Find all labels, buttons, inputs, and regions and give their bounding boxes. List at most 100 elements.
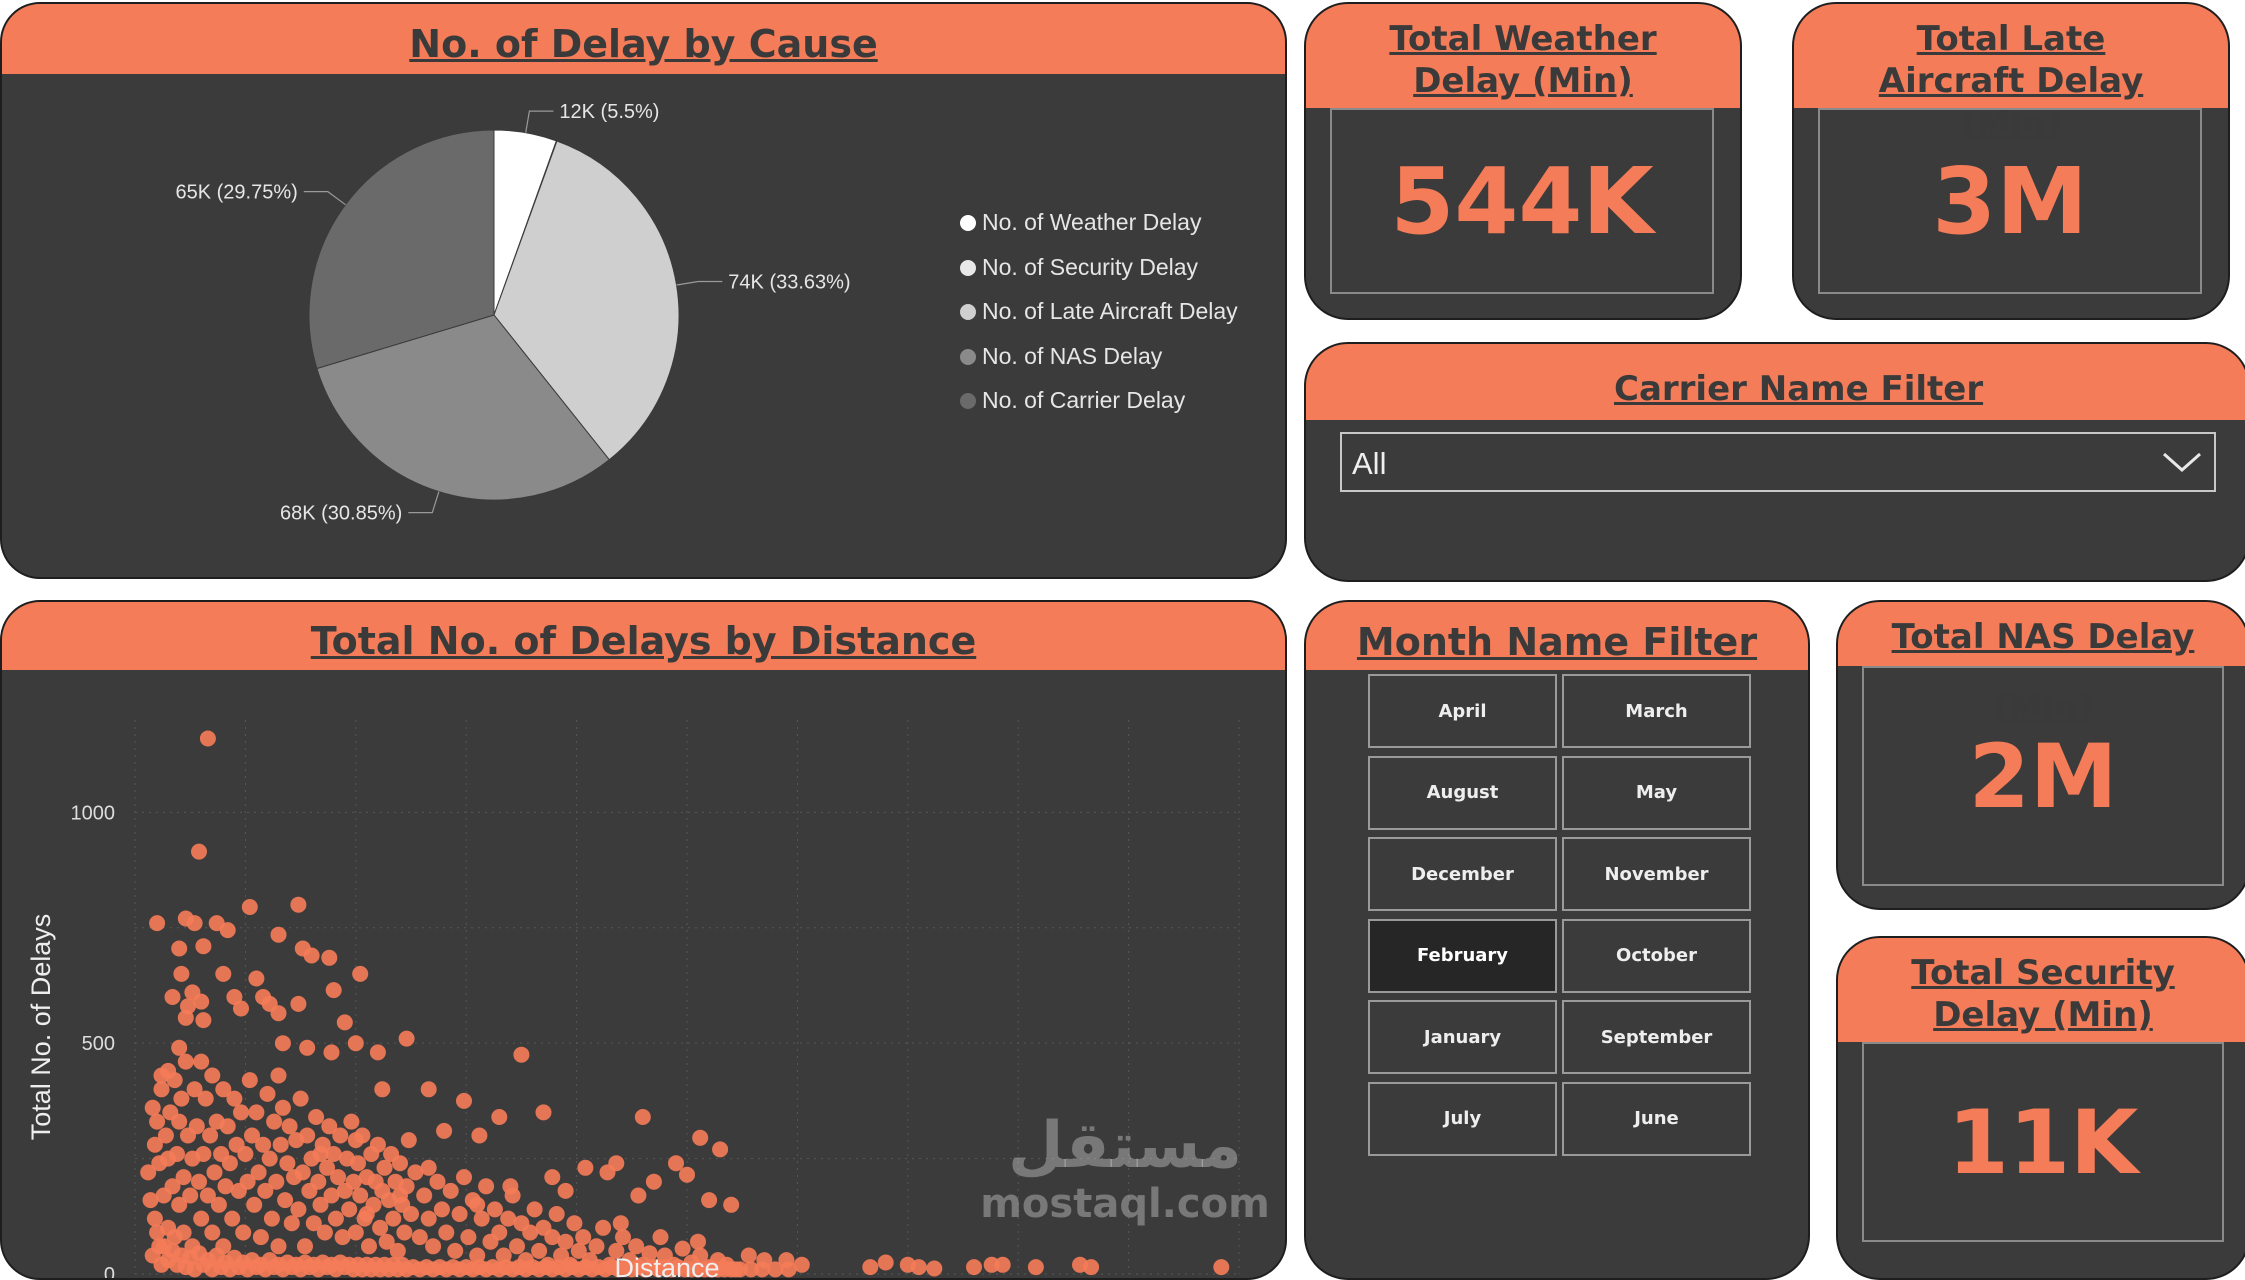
- scatter-point[interactable]: [460, 1229, 477, 1246]
- scatter-point[interactable]: [330, 1169, 347, 1186]
- scatter-point[interactable]: [712, 1141, 729, 1158]
- scatter-point[interactable]: [723, 1196, 740, 1213]
- scatter-point[interactable]: [374, 1081, 391, 1098]
- scatter-point[interactable]: [270, 1067, 287, 1084]
- scatter-point[interactable]: [146, 1210, 163, 1227]
- scatter-point[interactable]: [241, 899, 258, 915]
- scatter-point[interactable]: [608, 1242, 625, 1259]
- scatter-point[interactable]: [299, 1127, 316, 1144]
- scatter-point[interactable]: [341, 1201, 358, 1218]
- scatter-point[interactable]: [447, 1242, 464, 1259]
- scatter-point[interactable]: [544, 1169, 561, 1186]
- scatter-point[interactable]: [433, 1201, 450, 1218]
- scatter-point[interactable]: [140, 1164, 157, 1181]
- scatter-point[interactable]: [347, 1224, 364, 1241]
- scatter-point[interactable]: [491, 1109, 508, 1125]
- scatter-point[interactable]: [323, 1187, 340, 1204]
- scatter-point[interactable]: [369, 1044, 386, 1061]
- scatter-point[interactable]: [164, 1178, 181, 1195]
- scatter-point[interactable]: [369, 1136, 386, 1153]
- scatter-point[interactable]: [612, 1215, 629, 1232]
- month-button-march[interactable]: March: [1562, 674, 1751, 748]
- scatter-point[interactable]: [325, 1146, 342, 1162]
- scatter-point[interactable]: [608, 1155, 625, 1172]
- scatter-point[interactable]: [195, 1146, 212, 1162]
- scatter-point[interactable]: [438, 1224, 455, 1241]
- scatter-point[interactable]: [224, 1210, 241, 1227]
- scatter-point[interactable]: [526, 1201, 543, 1218]
- scatter-point[interactable]: [193, 1210, 210, 1227]
- scatter-point[interactable]: [389, 1242, 406, 1259]
- scatter-point[interactable]: [171, 1196, 188, 1213]
- scatter-point[interactable]: [186, 1081, 203, 1098]
- scatter-point[interactable]: [577, 1159, 594, 1176]
- scatter-point[interactable]: [149, 1224, 166, 1241]
- scatter-point[interactable]: [780, 1261, 797, 1278]
- scatter-point[interactable]: [279, 1155, 296, 1172]
- scatter-point[interactable]: [356, 1210, 373, 1227]
- scatter-point[interactable]: [398, 1178, 415, 1195]
- scatter-point[interactable]: [259, 1085, 276, 1102]
- pie-slice-3[interactable]: [316, 314, 610, 501]
- scatter-point[interactable]: [566, 1215, 583, 1232]
- scatter-point[interactable]: [690, 1233, 706, 1250]
- scatter-point[interactable]: [164, 989, 181, 1005]
- scatter-point[interactable]: [314, 1136, 331, 1153]
- month-button-april[interactable]: April: [1368, 674, 1557, 748]
- scatter-point[interactable]: [210, 1196, 227, 1213]
- legend-item-4[interactable]: No. of Carrier Delay: [960, 387, 1185, 414]
- scatter-point[interactable]: [202, 1127, 219, 1144]
- scatter-point[interactable]: [575, 1229, 592, 1246]
- scatter-point[interactable]: [451, 1206, 468, 1222]
- scatter-point[interactable]: [297, 1238, 313, 1255]
- scatter-point[interactable]: [204, 1224, 221, 1241]
- scatter-point[interactable]: [263, 1210, 280, 1227]
- scatter-point[interactable]: [268, 1173, 285, 1190]
- month-button-july[interactable]: July: [1368, 1081, 1557, 1156]
- scatter-point[interactable]: [570, 1242, 587, 1259]
- pie-slice-2[interactable]: [493, 140, 680, 461]
- scatter-point[interactable]: [191, 1173, 207, 1190]
- scatter-point[interactable]: [270, 1238, 287, 1255]
- scatter-point[interactable]: [235, 1224, 252, 1241]
- scatter-point[interactable]: [740, 1247, 757, 1264]
- scatter-point[interactable]: [219, 922, 236, 939]
- carrier-dropdown[interactable]: All: [1340, 432, 2216, 492]
- scatter-point[interactable]: [219, 1118, 236, 1135]
- scatter-point[interactable]: [396, 1224, 413, 1241]
- scatter-point[interactable]: [217, 1178, 234, 1195]
- scatter-point[interactable]: [376, 1159, 393, 1176]
- scatter-point[interactable]: [641, 1245, 658, 1262]
- scatter-point[interactable]: [877, 1254, 894, 1271]
- scatter-point[interactable]: [195, 1012, 212, 1029]
- scatter-point[interactable]: [416, 1187, 433, 1204]
- month-button-may[interactable]: May: [1562, 755, 1751, 830]
- scatter-point[interactable]: [628, 1238, 645, 1255]
- scatter-point[interactable]: [420, 1210, 437, 1227]
- scatter-point[interactable]: [204, 1067, 221, 1084]
- scatter-point[interactable]: [701, 1192, 718, 1209]
- scatter-point[interactable]: [177, 1053, 194, 1070]
- scatter-point[interactable]: [420, 1081, 437, 1098]
- scatter-point[interactable]: [345, 1173, 362, 1190]
- scatter-point[interactable]: [557, 1233, 574, 1250]
- scatter-point[interactable]: [206, 1164, 223, 1181]
- scatter-point[interactable]: [270, 926, 287, 943]
- scatter-point[interactable]: [246, 1196, 263, 1213]
- legend-item-1[interactable]: No. of Security Delay: [960, 254, 1198, 281]
- scatter-point[interactable]: [425, 1238, 442, 1255]
- scatter-point[interactable]: [535, 1104, 552, 1121]
- scatter-point[interactable]: [513, 1046, 530, 1063]
- scatter-point[interactable]: [486, 1201, 503, 1218]
- scatter-point[interactable]: [361, 1238, 377, 1255]
- scatter-point[interactable]: [274, 1099, 291, 1116]
- scatter-point[interactable]: [692, 1129, 709, 1146]
- month-button-august[interactable]: August: [1368, 755, 1557, 830]
- scatter-point[interactable]: [668, 1155, 684, 1172]
- scatter-point[interactable]: [191, 843, 207, 860]
- scatter-point[interactable]: [420, 1159, 437, 1176]
- scatter-point[interactable]: [380, 1192, 397, 1209]
- scatter-point[interactable]: [188, 1118, 205, 1135]
- scatter-point[interactable]: [197, 1090, 214, 1107]
- scatter-point[interactable]: [169, 1146, 185, 1162]
